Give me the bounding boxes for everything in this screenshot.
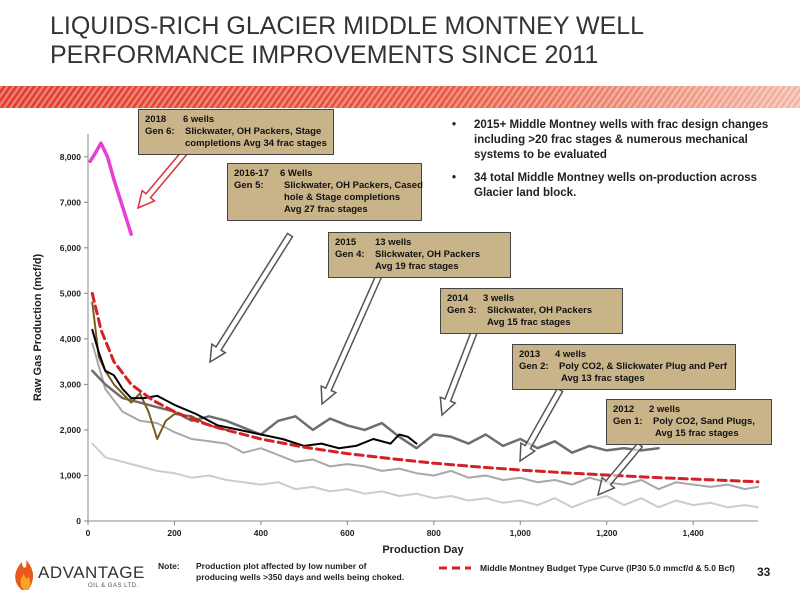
- y-tick-label: 2,000: [60, 425, 82, 435]
- y-axis-label: Raw Gas Production (mcf/d): [32, 254, 44, 402]
- callout-gen5: 2016-17 6 Wells Gen 5: Slickwater, OH Pack…: [227, 163, 423, 221]
- callout-arrow-icon: [136, 149, 189, 210]
- chart-legend: Middle Montney Budget Type Curve (IP30 5…: [438, 563, 735, 573]
- x-tick-label: 800: [427, 528, 441, 538]
- header-banner: [0, 86, 800, 108]
- legend-swatch-dashed: [439, 566, 471, 570]
- bullet-text: 2015+ Middle Montney wells with frac des…: [474, 119, 769, 161]
- series-line-gen-5: [91, 328, 418, 450]
- series-line-gen-6: [88, 141, 133, 236]
- logo-subtitle: OIL & GAS LTD.: [88, 583, 139, 589]
- series-line-middle-montney-budget-type-curve-ip30-5-0-mmcf-d-5-0-bcf: [90, 291, 760, 484]
- company-logo: ADVANTAGE OIL & GAS LTD.: [10, 550, 145, 596]
- callout-gen6: 2018 6 wells Gen 6: Slickwater, OH Packers…: [138, 109, 334, 155]
- x-tick-label: 200: [167, 528, 181, 538]
- y-tick-label: 1,000: [60, 470, 82, 480]
- page-title: LIQUIDS-RICH GLACIER MIDDLE MONTNEY WELL…: [50, 12, 644, 69]
- y-tick-label: 7,000: [60, 197, 82, 207]
- flame-icon: [15, 560, 34, 590]
- series-line-gen-2: [91, 342, 759, 491]
- bullet-item: • 2015+ Middle Montney wells with frac de…: [452, 118, 792, 163]
- callout-gen1: 2012 2 wells Gen 1: Poly CO2, Sand Plugs, …: [606, 399, 772, 445]
- y-tick-label: 0: [76, 516, 81, 526]
- bullet-list: • 2015+ Middle Montney wells with frac de…: [452, 118, 792, 209]
- x-tick-label: 1,000: [510, 528, 532, 538]
- series-line-gen-4: [91, 301, 228, 440]
- y-tick-label: 5,000: [60, 288, 82, 298]
- x-tick-label: 600: [340, 528, 354, 538]
- series-line-gen-1: [91, 442, 759, 509]
- callout-arrow-icon: [209, 232, 294, 364]
- callout-gen3: 2014 3 wells Gen 3: Slickwater, OH Packers…: [440, 288, 623, 334]
- x-axis-label: Production Day: [382, 544, 464, 556]
- legend-label: Middle Montney Budget Type Curve (IP30 5…: [480, 563, 735, 573]
- page-number: 33: [757, 565, 771, 579]
- callout-arrow-icon: [596, 442, 644, 497]
- callout-arrow-icon: [519, 387, 564, 463]
- y-tick-label: 3,000: [60, 379, 82, 389]
- footnote-text: producing wells >350 days and wells bein…: [196, 572, 405, 582]
- logo-wordmark: ADVANTAGE: [38, 563, 145, 582]
- callout-arrow-icon: [320, 259, 389, 406]
- x-tick-label: 1,200: [596, 528, 618, 538]
- x-tick-label: 400: [254, 528, 268, 538]
- callout-gen2: 2013 4 wells Gen 2: Poly CO2, & Slickwater…: [512, 344, 736, 390]
- callout-gen4: 2015 13 wells Gen 4: Slickwater, OH Packer…: [328, 232, 511, 278]
- footnote-text: Production plot affected by low number o…: [196, 561, 367, 571]
- x-tick-label: 1,400: [683, 528, 705, 538]
- callout-arrow-icon: [439, 327, 479, 417]
- footnote-label: Note:: [158, 561, 180, 571]
- footnote: Note: Production plot affected by low nu…: [158, 561, 404, 583]
- y-tick-label: 6,000: [60, 243, 82, 253]
- y-tick-label: 8,000: [60, 152, 82, 162]
- plot-area: [88, 134, 758, 521]
- y-tick-label: 4,000: [60, 334, 82, 344]
- x-tick-label: 0: [86, 528, 91, 538]
- bullet-text: 34 total Middle Montney wells on-product…: [474, 172, 758, 199]
- bullet-item: • 34 total Middle Montney wells on-produc…: [452, 171, 792, 201]
